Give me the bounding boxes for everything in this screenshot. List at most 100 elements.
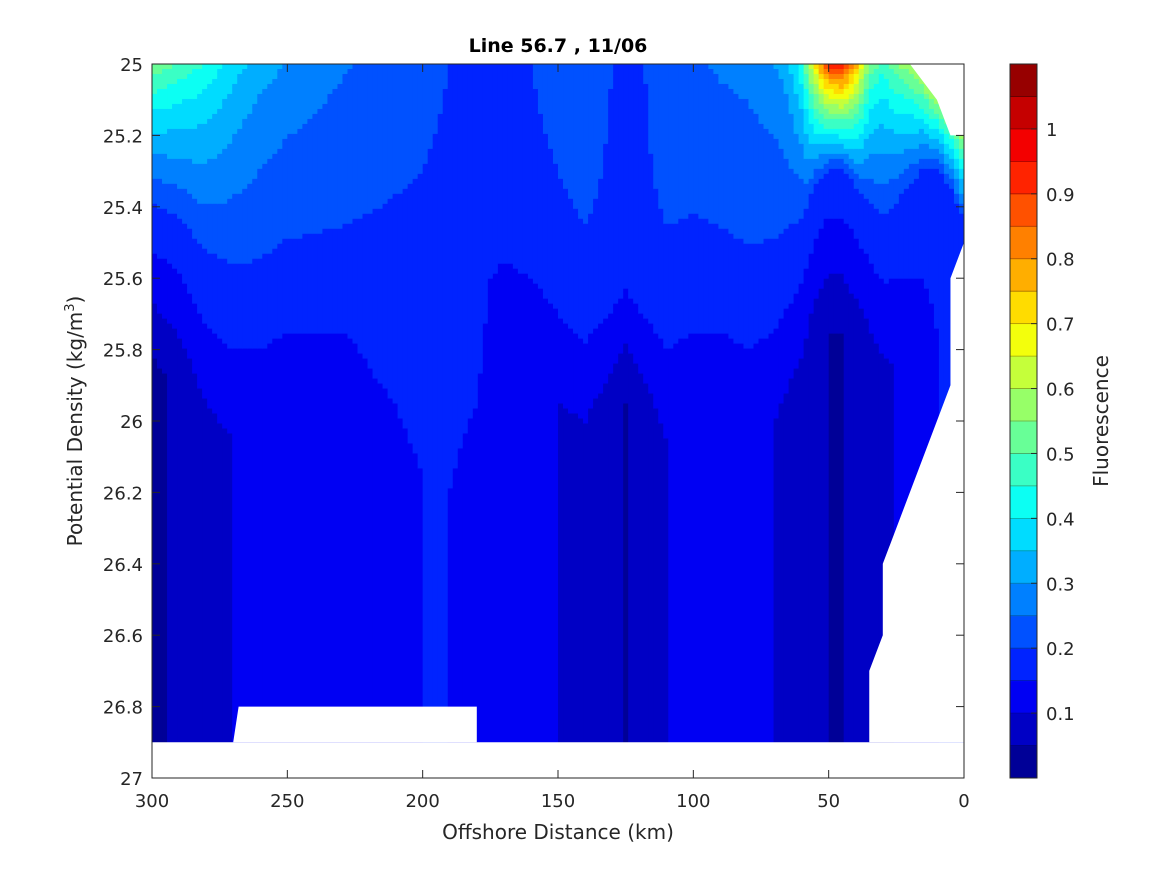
contour-cell — [818, 288, 825, 778]
contour-cell — [808, 83, 815, 95]
contour-cell — [813, 118, 820, 135]
colorbar-swatch — [1010, 291, 1037, 325]
contour-cell — [773, 238, 780, 330]
contour-cell — [312, 113, 319, 235]
contour-cell — [888, 68, 895, 90]
contour-cell — [673, 64, 679, 225]
contour-cell — [152, 358, 158, 778]
nearshore-no-data-mask — [869, 64, 964, 743]
contour-cell — [923, 113, 930, 125]
contour-cell — [342, 223, 349, 335]
contour-cell — [568, 64, 574, 200]
contour-cell — [182, 158, 188, 190]
contour-cell — [828, 68, 835, 75]
contour-cell — [683, 338, 689, 778]
contour-cell — [833, 64, 840, 70]
contour-cell — [272, 153, 278, 250]
contour-cell — [743, 64, 750, 100]
contour-cell — [903, 133, 910, 150]
contour-cell — [853, 148, 860, 165]
contour-cell — [873, 128, 880, 155]
contour-cell — [838, 143, 845, 155]
contour-cell — [928, 108, 935, 120]
contour-cell — [182, 283, 188, 350]
contour-cell — [157, 313, 163, 370]
contour-cell — [778, 233, 785, 320]
contour-cell — [668, 64, 674, 225]
contour-cell — [863, 64, 870, 75]
contour-cell — [197, 93, 203, 125]
contour-cell — [793, 223, 800, 295]
contour-cell — [583, 223, 589, 345]
contour-cell — [723, 64, 730, 85]
contour-cell — [232, 133, 238, 195]
contour-cell — [452, 468, 459, 778]
contour-cell — [643, 383, 649, 778]
contour-cell — [883, 213, 890, 285]
contour-cell — [938, 128, 945, 135]
contour-cell — [828, 73, 835, 80]
contour-cell — [868, 203, 875, 265]
colorbar-tick-label: 0.2 — [1046, 639, 1075, 660]
contour-cell — [838, 88, 845, 95]
contour-cell — [848, 98, 855, 110]
x-axis-label: Offshore Distance (km) — [442, 820, 674, 844]
contour-cell — [918, 158, 925, 170]
contour-cell — [803, 158, 810, 185]
contour-cell — [813, 73, 820, 85]
contour-cell — [287, 333, 293, 778]
contour-cell — [683, 64, 689, 220]
contour-cell — [588, 408, 594, 778]
contour-cell — [893, 203, 900, 280]
contour-cell — [858, 163, 865, 180]
contour-cell — [618, 64, 624, 300]
contour-cell — [187, 293, 193, 360]
contour-cell — [908, 148, 915, 165]
contour-cell — [948, 158, 955, 170]
contour-cell — [763, 338, 770, 778]
contour-cell — [813, 183, 820, 240]
contour-cell — [803, 108, 810, 135]
contour-cell — [858, 148, 865, 165]
contour-cell — [593, 328, 599, 400]
contour-cell — [773, 328, 780, 420]
contour-cell — [217, 338, 223, 425]
contour-cell — [527, 64, 534, 280]
contour-cell — [437, 64, 444, 115]
contour-cell — [613, 303, 619, 365]
contour-cell — [843, 148, 850, 155]
colorbar-tick-label: 1 — [1046, 120, 1057, 141]
contour-cell — [723, 333, 730, 778]
contour-cell — [192, 98, 198, 130]
contour-cell — [928, 148, 935, 160]
contour-cell — [823, 118, 830, 130]
contour-cell — [893, 113, 900, 135]
contour-cell — [848, 138, 855, 150]
contour-cell — [472, 64, 479, 410]
contour-cell — [768, 64, 775, 135]
contour-cell — [943, 163, 950, 175]
contour-cell — [873, 64, 880, 70]
contour-cell — [773, 138, 780, 240]
contour-cell — [888, 128, 895, 155]
contour-cell — [633, 363, 639, 778]
contour-cell — [663, 438, 669, 778]
colorbar-swatch — [1010, 550, 1037, 584]
contour-cell — [558, 318, 564, 405]
contour-cell — [718, 333, 725, 778]
contour-cell — [628, 64, 634, 300]
contour-cell — [828, 83, 835, 90]
contour-cell — [808, 68, 815, 85]
contour-cell — [793, 293, 800, 370]
contour-cell — [933, 128, 940, 140]
contour-cell — [688, 64, 694, 215]
contour-cell — [182, 128, 188, 160]
contour-cell — [442, 88, 449, 778]
contour-cell — [237, 263, 243, 350]
contour-cell — [257, 168, 263, 260]
contour-cell — [262, 348, 268, 778]
contour-cell — [262, 88, 268, 165]
contour-cell — [813, 108, 820, 120]
contour-cell — [512, 64, 519, 270]
contour-cell — [763, 238, 770, 340]
